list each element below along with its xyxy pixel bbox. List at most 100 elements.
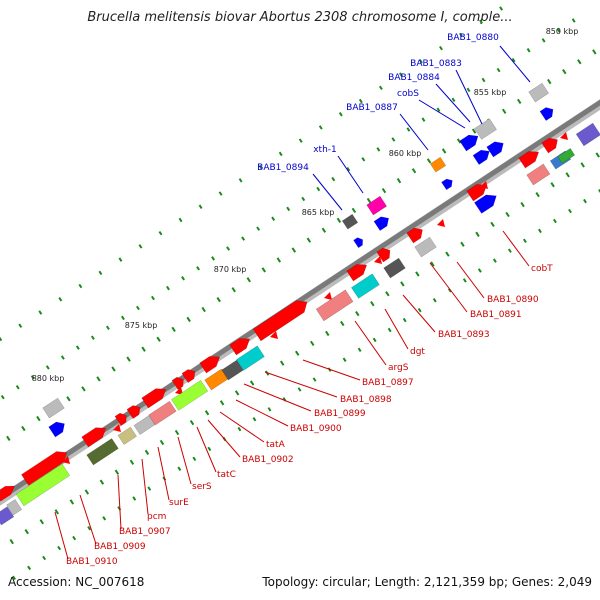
scale-tick: [24, 529, 29, 535]
gene-label: BAB1_0884: [388, 73, 440, 83]
gene-label: BAB1_0899: [314, 409, 366, 419]
gene-label: BAB1_0891: [470, 310, 522, 320]
gene-feature-block-shape: [315, 289, 354, 322]
gene-label: tatC: [217, 470, 236, 480]
gene-feature-block: [86, 438, 119, 466]
scale-tick: [490, 221, 495, 228]
scale-tick: [516, 98, 522, 105]
gene-feature-block: [526, 163, 551, 186]
gene-feature-forward-shape: [474, 118, 497, 140]
scale-tick: [297, 387, 302, 392]
gene-feature-red: [141, 388, 167, 409]
scale-tick: [15, 385, 20, 390]
gene-feature-red-shape: [406, 227, 423, 244]
gene-feature-red-small: [175, 387, 183, 395]
scale-tick: [211, 256, 216, 261]
scale-tick: [87, 526, 92, 531]
scale-tick: [12, 575, 16, 581]
scale-tick: [479, 19, 483, 24]
gene-label: BAB1_0910: [66, 557, 118, 567]
gene-feature-red: [199, 356, 221, 374]
gene-feature-forward: [366, 195, 388, 216]
scale-tick: [198, 204, 203, 209]
scale-tick: [415, 271, 420, 277]
scale-tick: [577, 59, 582, 65]
scale-tick: [126, 356, 131, 362]
scale-tick: [475, 231, 480, 237]
scale-tick: [376, 147, 381, 152]
scale-tick: [111, 366, 116, 372]
scale-tick: [378, 85, 383, 91]
gene-feature-block: [236, 345, 265, 371]
scale-tick: [459, 32, 463, 38]
scale-tick: [447, 288, 452, 293]
gene-feature-red-shape: [518, 151, 540, 169]
leader-line: [312, 173, 343, 211]
leader-line: [54, 511, 69, 560]
gene-label: argS: [388, 363, 409, 373]
gene-feature-block: [6, 499, 22, 516]
scale-label: 875 kbp: [125, 321, 158, 330]
gene-feature-red: [346, 264, 368, 282]
scale-tick: [177, 466, 182, 471]
leader-line: [418, 99, 466, 129]
scale-tick: [501, 108, 507, 114]
scale-tick: [241, 236, 246, 241]
gene-feature-red-shape: [171, 376, 184, 390]
scale-tick: [477, 268, 482, 273]
scale-tick: [471, 128, 477, 134]
scale-tick: [318, 125, 323, 130]
gene-feature-block: [221, 359, 244, 381]
gene-feature-red-shape: [199, 356, 221, 374]
leader-line: [177, 436, 192, 485]
gene-label: BAB1_0897: [362, 378, 414, 388]
scale-tick: [507, 248, 512, 253]
leader-line: [243, 383, 312, 412]
scale-tick: [252, 416, 257, 422]
gene-feature-forward: [48, 421, 65, 438]
scale-tick: [385, 291, 390, 297]
leader-line: [157, 446, 170, 501]
scale-tick: [132, 496, 137, 501]
scale-tick: [226, 246, 231, 251]
gene-label: BAB1_0900: [290, 424, 342, 434]
scale-tick: [54, 509, 60, 515]
gene-feature-forward-shape: [42, 397, 65, 419]
scale-tick: [372, 337, 377, 343]
gene-label: BAB1_0902: [242, 455, 294, 465]
scale-tick: [234, 390, 240, 396]
gene-feature-red-shape: [466, 184, 488, 202]
gene-feature-forward-shape: [472, 149, 490, 165]
gene-feature-block-shape: [117, 426, 137, 445]
scale-tick: [147, 486, 152, 491]
scale-tick: [159, 439, 165, 446]
gene-label: BAB1_0893: [438, 330, 490, 340]
gene-feature-red: [252, 300, 308, 342]
scale-tick: [571, 18, 576, 23]
gene-feature-red-shape: [181, 369, 196, 383]
scale-tick: [406, 127, 411, 132]
leader-line: [435, 83, 471, 123]
accession-text: Accession: NC_007618: [8, 575, 145, 589]
scale-tick: [219, 400, 225, 406]
gene-label: dgt: [410, 347, 425, 357]
scale-tick: [398, 72, 403, 77]
gene-feature-forward: [429, 156, 447, 173]
gene-feature-red-shape: [114, 412, 127, 426]
scale-tick: [336, 217, 342, 223]
gene-feature-forward: [373, 216, 389, 231]
scale-tick: [204, 410, 210, 416]
gene-feature-forward: [474, 118, 497, 140]
gene-feature-red-shape: [126, 405, 141, 419]
gene-feature-block-shape: [557, 148, 576, 164]
scale-tick: [231, 287, 236, 293]
scale-tick: [129, 459, 135, 465]
gene-feature-block-shape: [526, 163, 551, 186]
scale-tick: [258, 164, 263, 170]
scale-tick: [114, 469, 120, 475]
gene-feature-red: [126, 405, 141, 419]
scale-tick: [166, 285, 170, 291]
scale-tick: [496, 67, 501, 73]
gene-feature-red-shape: [81, 427, 107, 448]
gene-feature-red: [21, 451, 68, 486]
